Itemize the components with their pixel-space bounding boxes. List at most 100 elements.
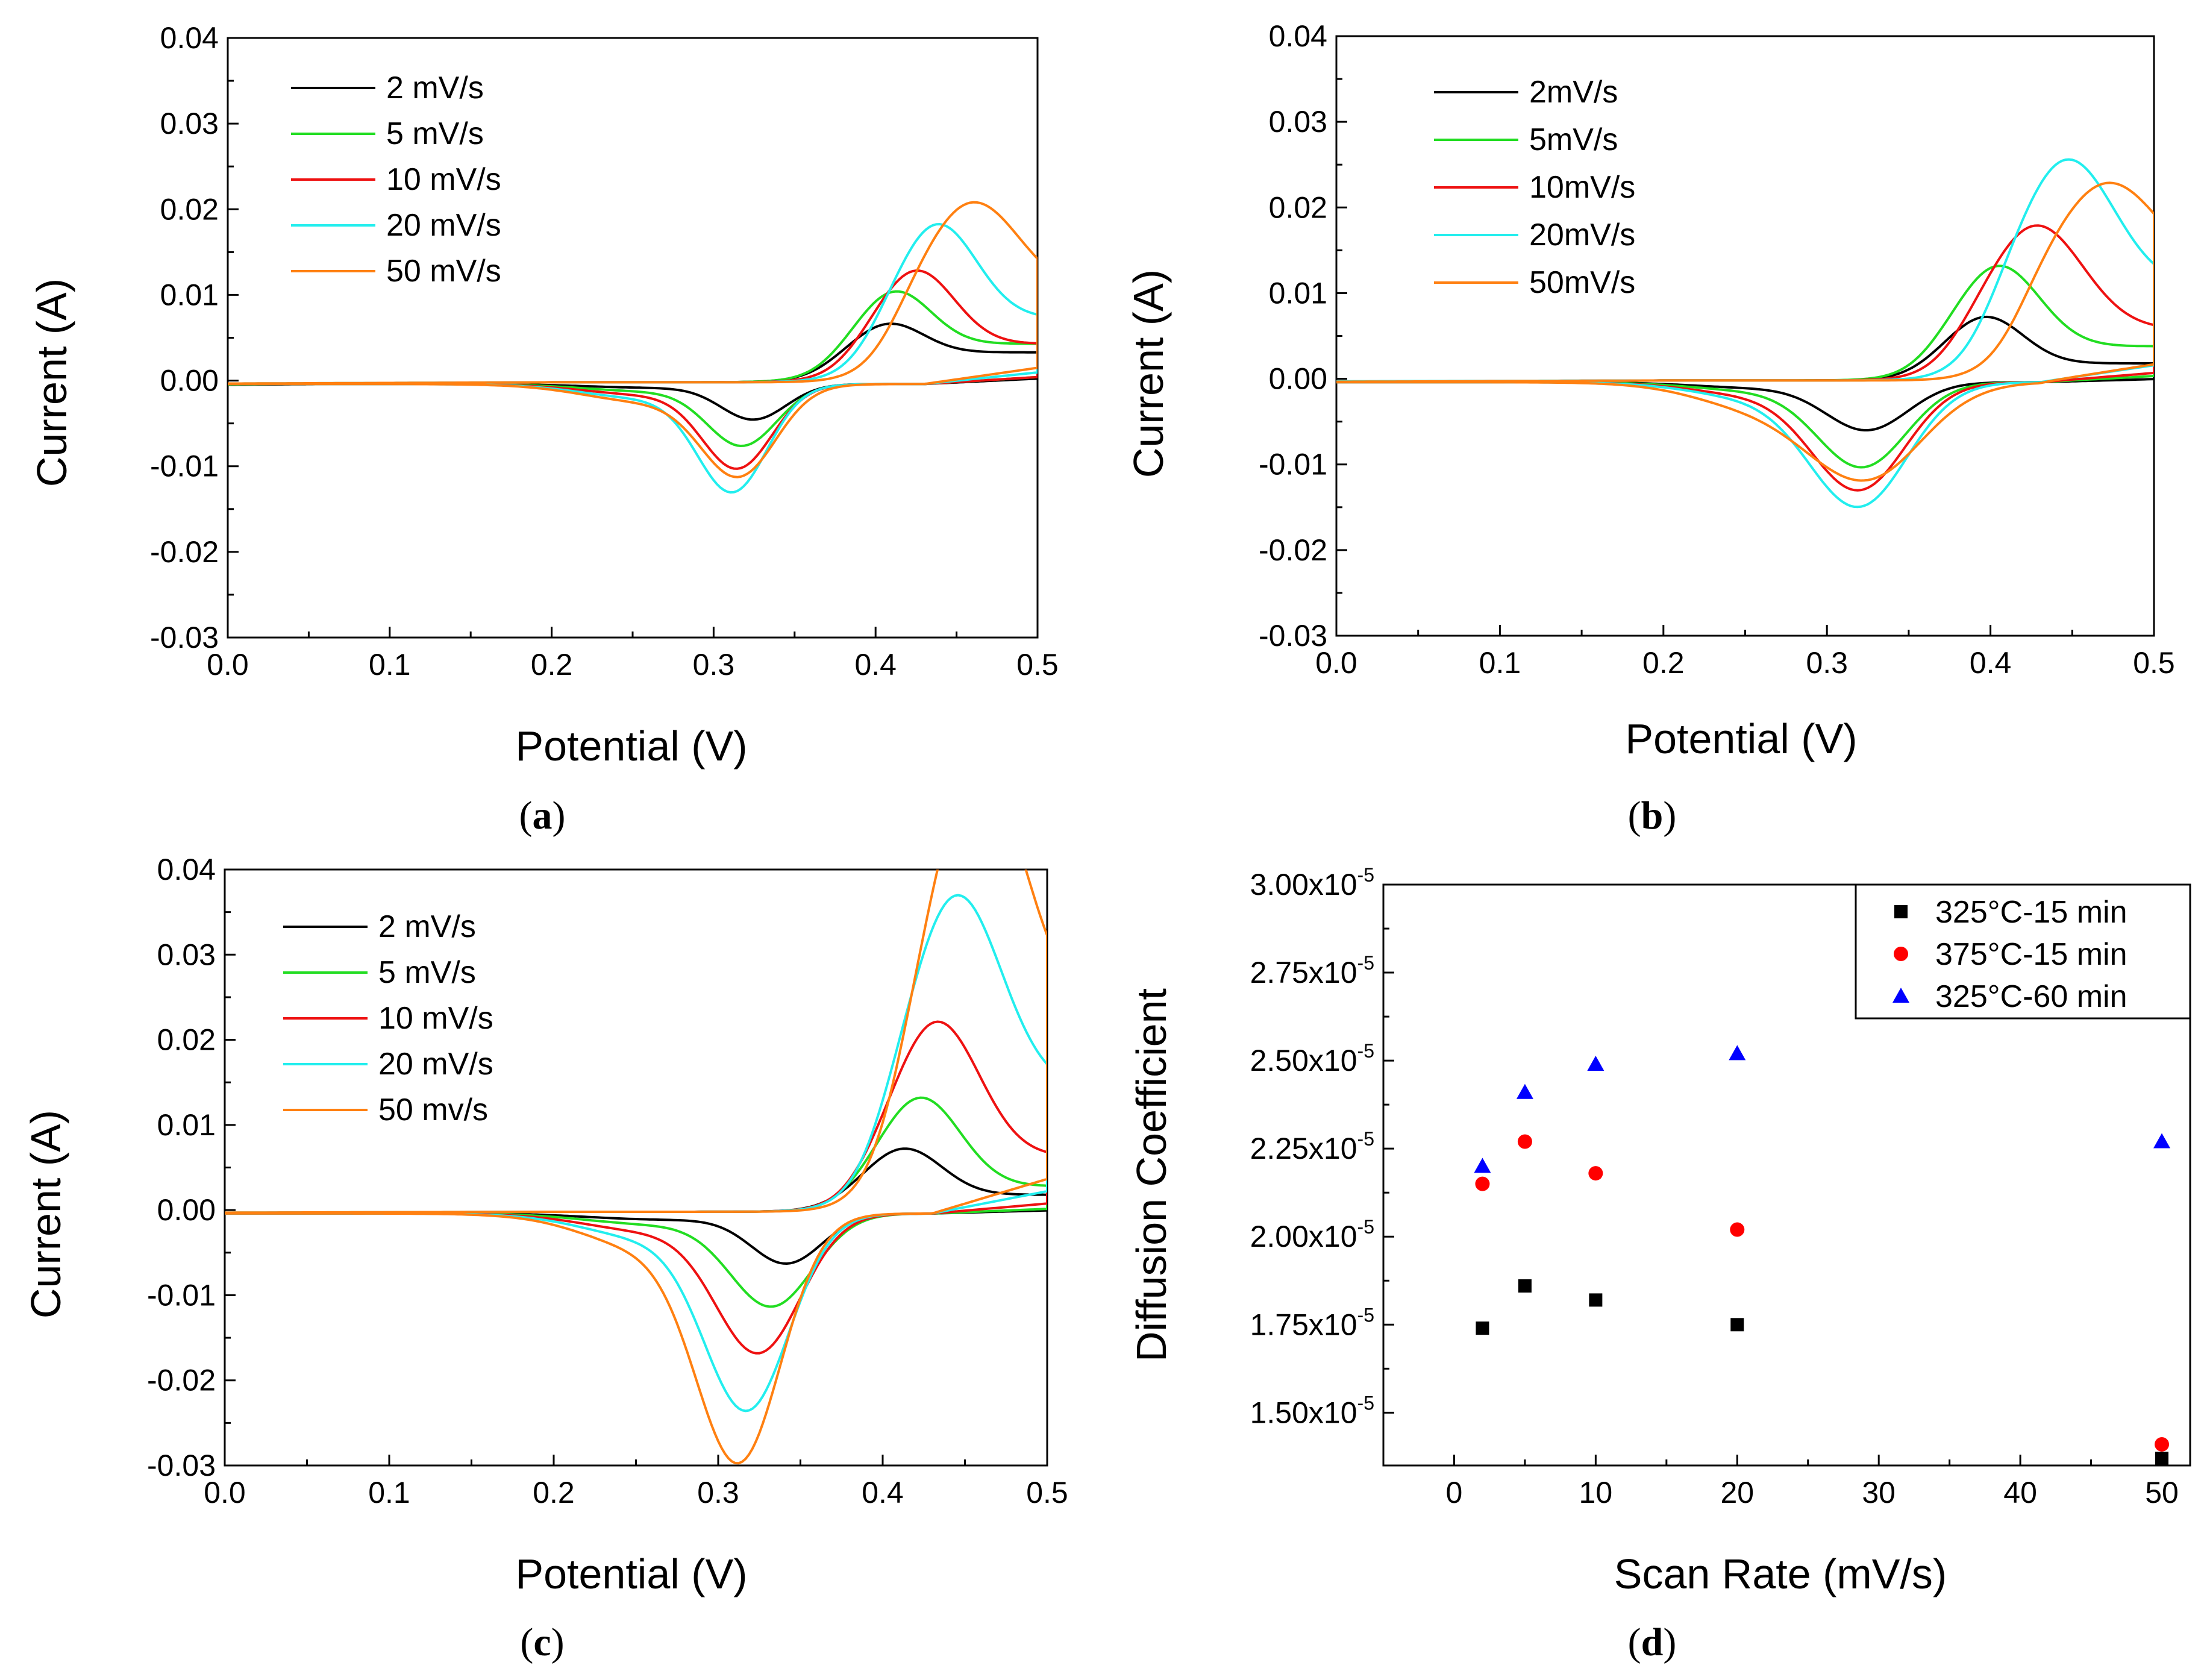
x-tick-label: 0.5 xyxy=(1026,1476,1068,1509)
panel-c-xlabel: Potential (V) xyxy=(515,1550,747,1597)
panel-c: Current (A) Potential (V) (c) -0.03 -0.02… xyxy=(22,853,1068,1664)
legend-label: 325°C-60 min xyxy=(1935,979,2127,1014)
panel-b-ylabel: Current (A) xyxy=(1125,269,1172,478)
panel-d-label-letter: d xyxy=(1641,1620,1664,1664)
series-line-a-0 xyxy=(228,322,1038,421)
series-line-a-1 xyxy=(228,290,1038,448)
y-tick-label: 2.25x10-5 xyxy=(1250,1128,1374,1165)
legend-label: 20 mV/s xyxy=(378,1047,493,1082)
x-tick-label: 0.0 xyxy=(1315,646,1357,680)
x-tick-label: 0.3 xyxy=(697,1476,739,1509)
legend-label: 50mV/s xyxy=(1529,265,1635,300)
x-tick-label: 0.3 xyxy=(1806,646,1848,680)
panel-c-label-letter: c xyxy=(533,1620,551,1664)
y-tick-label: 0.02 xyxy=(1269,190,1327,224)
x-tick-label: 0.2 xyxy=(1642,646,1685,680)
legend-label: 5mV/s xyxy=(1529,122,1618,157)
data-point-circle xyxy=(2155,1437,2170,1452)
legend-label: 20 mV/s xyxy=(386,208,501,243)
y-tick-label: -0.02 xyxy=(1259,533,1327,567)
x-tick-label: 0.2 xyxy=(531,648,573,682)
y-tick-label: -0.03 xyxy=(147,1449,216,1482)
series-line-b-4 xyxy=(1336,181,2154,482)
legend-marker xyxy=(1894,947,1908,961)
y-tick-label: 2.50x10-5 xyxy=(1250,1040,1374,1077)
panel-d-label: (d) xyxy=(1628,1620,1677,1664)
data-point-triangle xyxy=(1474,1158,1491,1173)
series-line-c-4 xyxy=(225,870,1047,1465)
series-line-a-4 xyxy=(228,201,1038,478)
panel-c-label: (c) xyxy=(520,1620,564,1664)
y-tick-label: 0.04 xyxy=(157,853,216,886)
data-point-square xyxy=(1518,1279,1532,1293)
legend-label: 2 mV/s xyxy=(378,909,476,944)
y-tick-label: 0.04 xyxy=(1269,19,1327,53)
panel-a-ylabel: Current (A) xyxy=(28,278,75,487)
legend-label: 5 mV/s xyxy=(378,955,476,990)
y-tick-label: -0.02 xyxy=(147,1364,216,1397)
legend-label: 5 mV/s xyxy=(386,116,484,151)
x-tick-label: 10 xyxy=(1579,1476,1613,1509)
y-tick-exponent: -5 xyxy=(1357,1392,1374,1414)
panel-a-label-letter: a xyxy=(533,794,553,838)
y-tick-label: -0.02 xyxy=(150,535,219,569)
y-tick-label: 2.75x10-5 xyxy=(1250,952,1374,989)
x-tick-label: 0.2 xyxy=(533,1476,575,1509)
x-tick-label: 20 xyxy=(1720,1476,1754,1509)
panel-a-xlabel: Potential (V) xyxy=(515,722,747,769)
legend-label: 50 mV/s xyxy=(386,254,501,289)
legend-label: 2 mV/s xyxy=(386,71,484,105)
y-tick-exponent: -5 xyxy=(1357,952,1374,974)
data-point-square xyxy=(1589,1293,1603,1307)
series-line-b-1 xyxy=(1336,265,2154,469)
x-tick-label: 0.5 xyxy=(1016,648,1059,682)
data-point-triangle xyxy=(1516,1083,1533,1099)
panel-b: Current (A) Potential (V) (b) -0.03 -0.02… xyxy=(1125,19,2175,838)
y-tick-label: 0.02 xyxy=(160,192,219,226)
y-tick-label: 0.00 xyxy=(160,364,219,398)
x-tick-label: 0.4 xyxy=(854,648,897,682)
legend-label: 10mV/s xyxy=(1529,170,1635,205)
data-point-triangle xyxy=(2153,1133,2171,1149)
panel-d: Diffusion Coefficient Scan Rate (mV/s) (… xyxy=(1128,864,2191,1664)
x-tick-label: 40 xyxy=(2003,1476,2037,1509)
y-tick-label: 0.01 xyxy=(1269,276,1327,310)
legend-label: 325°C-15 min xyxy=(1935,895,2127,930)
panel-b-frame xyxy=(1335,35,2155,637)
x-tick-label: 0.4 xyxy=(862,1476,904,1509)
y-tick-label: -0.03 xyxy=(150,621,219,654)
data-point-square xyxy=(2155,1452,2169,1465)
y-tick-label: 0.01 xyxy=(157,1108,216,1142)
y-tick-exponent: -5 xyxy=(1357,1216,1374,1238)
x-tick-label: 0.1 xyxy=(1479,646,1521,680)
panel-d-ylabel: Diffusion Coefficient xyxy=(1128,988,1175,1362)
y-tick-label: 0.01 xyxy=(160,278,219,312)
data-point-circle xyxy=(1517,1134,1532,1149)
y-tick-label: 1.75x10-5 xyxy=(1250,1304,1374,1341)
legend-marker xyxy=(1894,905,1908,918)
legend-label: 2mV/s xyxy=(1529,75,1618,110)
series-line-a-3 xyxy=(228,222,1038,494)
data-point-triangle xyxy=(1729,1045,1746,1061)
y-tick-exponent: -5 xyxy=(1357,1304,1374,1326)
y-tick-label: 0.03 xyxy=(1269,105,1327,139)
panel-c-ylabel: Current (A) xyxy=(22,1110,69,1318)
x-tick-label: 0.3 xyxy=(693,648,735,682)
series-line-b-2 xyxy=(1336,224,2154,492)
y-tick-label: 0.03 xyxy=(160,107,219,140)
panel-d-xlabel: Scan Rate (mV/s) xyxy=(1614,1550,1947,1597)
data-point-circle xyxy=(1475,1176,1490,1191)
panel-d-frame xyxy=(1382,883,2191,1467)
y-tick-label: 0.02 xyxy=(157,1023,216,1057)
panel-b-label-letter: b xyxy=(1641,794,1664,838)
series-line-c-0 xyxy=(225,1147,1047,1265)
y-tick-label: 0.03 xyxy=(157,938,216,971)
data-point-square xyxy=(1476,1321,1489,1335)
panel-a-frame xyxy=(227,37,1039,639)
y-tick-label: 3.00x10-5 xyxy=(1250,864,1374,901)
legend-label: 375°C-15 min xyxy=(1935,937,2127,972)
legend-label: 10 mV/s xyxy=(378,1001,493,1036)
legend-marker xyxy=(1892,988,1909,1003)
data-point-square xyxy=(1730,1318,1744,1332)
y-tick-label: -0.01 xyxy=(147,1278,216,1312)
